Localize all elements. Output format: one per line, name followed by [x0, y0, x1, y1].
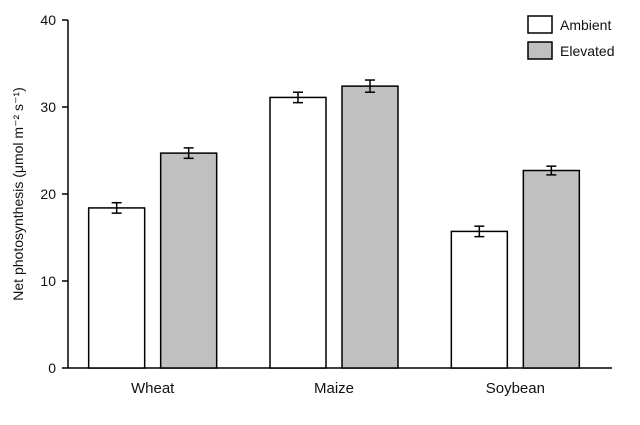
bar-elevated-soybean	[522, 169, 581, 369]
bar-ambient-soybean	[450, 230, 509, 369]
legend-label-elevated: Elevated	[560, 43, 614, 59]
y-tick-label: 40	[40, 12, 56, 28]
x-tick-label: Soybean	[486, 380, 545, 397]
y-ticks: 0 10 20 30 40	[40, 12, 68, 376]
legend-label-ambient: Ambient	[560, 17, 611, 33]
bar-elevated-maize	[341, 85, 399, 369]
y-tick-label: 10	[40, 273, 56, 289]
legend-swatch-elevated	[527, 41, 553, 60]
bar-elevated-wheat	[159, 152, 218, 369]
y-axis-title: Net photosynthesis (μmol m⁻² s⁻¹)	[10, 87, 26, 300]
y-axis-title-group: Net photosynthesis (μmol m⁻² s⁻¹)	[10, 87, 26, 300]
bar-ambient-maize	[269, 96, 327, 369]
x-tick-label: Maize	[314, 380, 354, 397]
y-tick-label: 20	[40, 186, 56, 202]
y-tick-label: 0	[48, 360, 56, 376]
bars	[87, 79, 581, 369]
legend: Ambient Elevated	[527, 15, 614, 60]
y-tick-label: 30	[40, 99, 56, 115]
legend-swatch-ambient	[527, 15, 553, 34]
bar-ambient-wheat	[87, 207, 146, 369]
x-tick-labels: Wheat Maize Soybean	[131, 380, 545, 397]
x-tick-label: Wheat	[131, 380, 175, 397]
